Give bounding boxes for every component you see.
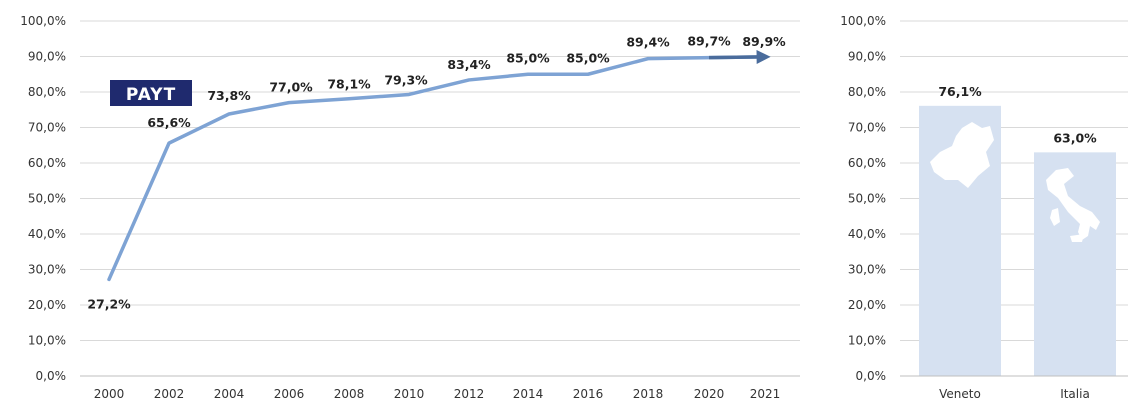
bar-chart-y-tick-label: 10,0% bbox=[848, 334, 886, 348]
veneto-shape bbox=[930, 122, 994, 188]
italy-silhouette-icon bbox=[1046, 168, 1100, 242]
line-chart-y-tick-label: 80,0% bbox=[28, 85, 66, 99]
line-data-label: 89,4% bbox=[626, 35, 670, 50]
bar-chart-y-tick-label: 40,0% bbox=[848, 227, 886, 241]
line-series-arrow-segment bbox=[708, 49, 771, 64]
italy-mainland-shape bbox=[1046, 168, 1100, 240]
payt-badge-box bbox=[110, 80, 192, 106]
bar-data-label: 63,0% bbox=[1053, 130, 1097, 145]
line-data-label: 85,0% bbox=[566, 50, 610, 65]
line-chart-y-tick-label: 40,0% bbox=[28, 227, 66, 241]
line-chart-y-tick-label: 50,0% bbox=[28, 192, 66, 206]
line-data-label: 79,3% bbox=[384, 72, 428, 87]
bar-chart-y-tick-label: 60,0% bbox=[848, 156, 886, 170]
line-chart-y-tick-label: 60,0% bbox=[28, 156, 66, 170]
line-chart-x-tick-label: 2020 bbox=[694, 387, 725, 401]
line-chart-y-tick-label: 90,0% bbox=[28, 50, 66, 64]
line-chart-x-tick-label: 2000 bbox=[94, 387, 125, 401]
line-chart-x-tick-label: 2010 bbox=[394, 387, 425, 401]
bar-category-label: Italia bbox=[1060, 387, 1090, 401]
bar-category-label: Veneto bbox=[939, 387, 981, 401]
sardinia-shape bbox=[1050, 208, 1060, 226]
line-data-label: 85,0% bbox=[506, 50, 550, 65]
line-chart-x-tick-label: 2012 bbox=[454, 387, 485, 401]
line-data-label: 89,9% bbox=[742, 34, 786, 49]
line-chart-y-tick-label: 10,0% bbox=[28, 334, 66, 348]
line-chart-y-tick-label: 30,0% bbox=[28, 263, 66, 277]
line-chart-x-tick-label: 2008 bbox=[334, 387, 365, 401]
bar-chart-y-tick-label: 20,0% bbox=[848, 298, 886, 312]
bar-chart-y-tick-label: 80,0% bbox=[848, 85, 886, 99]
bar-chart-y-tick-label: 50,0% bbox=[848, 192, 886, 206]
line-data-label: 89,7% bbox=[687, 34, 731, 49]
line-data-label: 78,1% bbox=[327, 77, 371, 92]
line-chart-x-tick-label: 2018 bbox=[633, 387, 664, 401]
line-series-path bbox=[107, 55, 767, 282]
line-chart-y-tick-label: 20,0% bbox=[28, 298, 66, 312]
veneto-silhouette-icon bbox=[930, 122, 994, 188]
bar-italia bbox=[1034, 152, 1116, 376]
bar-chart-y-tick-label: 0,0% bbox=[856, 369, 887, 383]
line-data-label: 83,4% bbox=[447, 57, 491, 72]
line-chart-x-tick-label: 2014 bbox=[513, 387, 544, 401]
line-data-label: 65,6% bbox=[147, 115, 191, 130]
line-chart-x-tick-label: 2006 bbox=[274, 387, 305, 401]
line-data-label: 27,2% bbox=[87, 296, 131, 311]
bar-chart-y-tick-label: 70,0% bbox=[848, 121, 886, 135]
line-chart-y-tick-label: 70,0% bbox=[28, 121, 66, 135]
bar-chart-y-tick-label: 90,0% bbox=[848, 50, 886, 64]
line-chart-y-tick-label: 100,0% bbox=[20, 14, 66, 28]
line-chart-x-tick-label: 2016 bbox=[573, 387, 604, 401]
bar-chart-y-tick-label: 30,0% bbox=[848, 263, 886, 277]
line-data-label: 77,0% bbox=[269, 80, 313, 95]
line-chart-x-tick-label: 2002 bbox=[154, 387, 185, 401]
bar-data-label: 76,1% bbox=[938, 84, 982, 99]
sicily-shape bbox=[1070, 234, 1084, 242]
bar-chart-y-tick-label: 100,0% bbox=[840, 14, 886, 28]
line-data-label: 73,8% bbox=[207, 88, 251, 103]
payt-badge-label: PAYT bbox=[126, 85, 176, 105]
line-chart-y-tick-label: 0,0% bbox=[36, 369, 67, 383]
line-chart-x-tick-label: 2021 bbox=[750, 387, 781, 401]
line-chart-x-tick-label: 2004 bbox=[214, 387, 245, 401]
